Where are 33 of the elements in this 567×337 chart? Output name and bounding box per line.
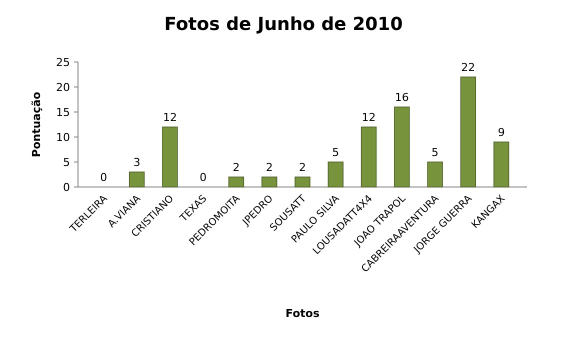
data-label: 2 (266, 161, 273, 174)
bar (228, 176, 244, 188)
data-label: 5 (332, 146, 340, 159)
y-tick-label: 20 (56, 80, 70, 94)
data-label: 12 (362, 111, 376, 124)
bar (128, 172, 145, 188)
data-label: 2 (299, 161, 306, 174)
data-label: 0 (200, 171, 207, 184)
bar (262, 176, 278, 188)
chart-title: Fotos de Junho de 2010 (164, 14, 403, 35)
bar (328, 162, 344, 188)
data-label: 9 (498, 126, 505, 139)
x-axis-title: Fotos (286, 307, 320, 320)
bar (460, 76, 476, 188)
bar (427, 162, 443, 188)
y-tick-label: 15 (56, 106, 70, 119)
bar (493, 142, 510, 188)
y-tick-label: 0 (63, 180, 70, 194)
bar (394, 106, 410, 188)
data-label: 22 (461, 61, 476, 74)
data-label: 3 (133, 156, 140, 169)
data-label: 2 (232, 161, 240, 174)
y-tick-label: 25 (56, 56, 70, 69)
data-label: 5 (432, 146, 439, 159)
data-label: 12 (162, 111, 177, 124)
y-tick-label: 5 (63, 156, 70, 169)
y-tick-label: 10 (56, 130, 70, 144)
bar (162, 126, 178, 188)
bar (294, 176, 310, 188)
data-label: 0 (100, 171, 108, 184)
bar (360, 126, 377, 188)
data-label: 16 (394, 91, 409, 104)
y-axis-title: Pontuação (30, 91, 43, 158)
